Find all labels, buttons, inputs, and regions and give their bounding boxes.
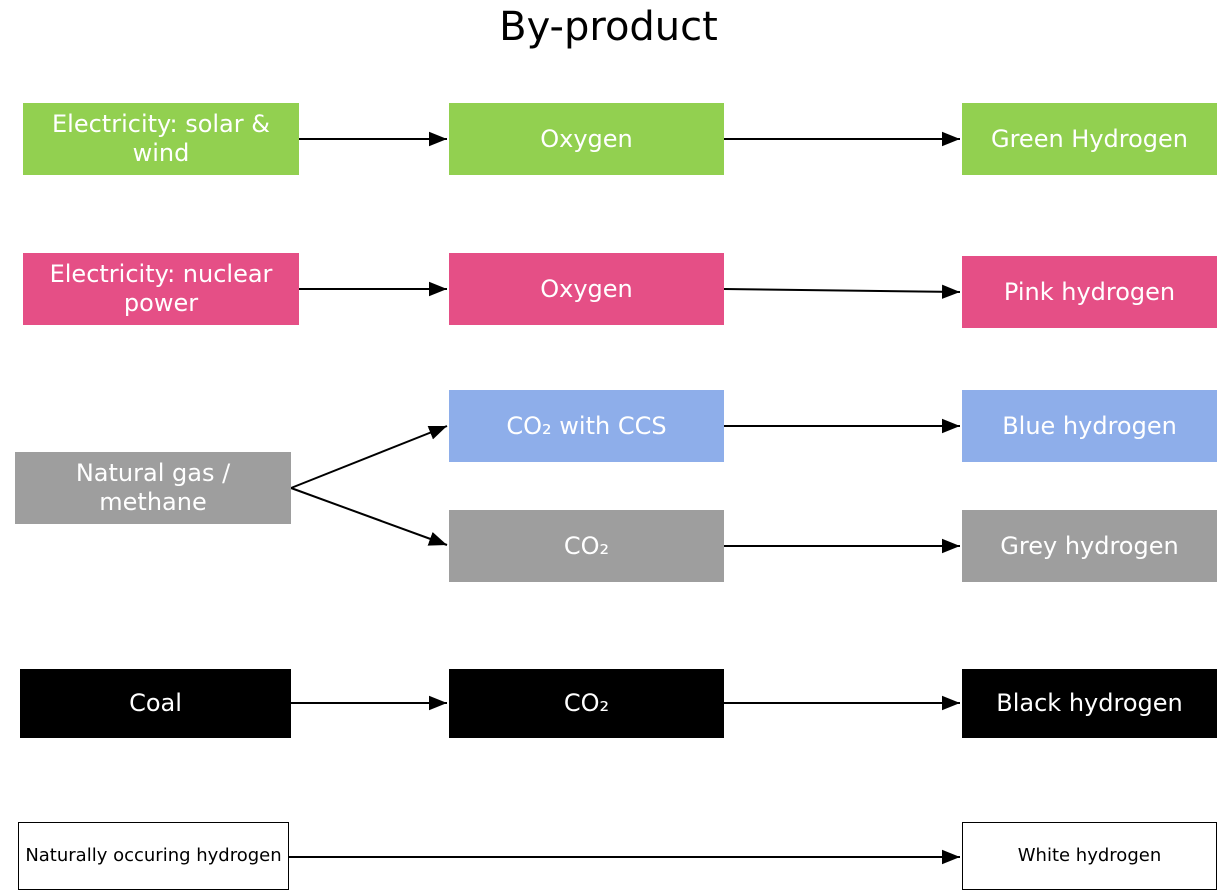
- hydrogen-box: White hydrogen: [962, 822, 1217, 890]
- byproduct-box: CO₂: [449, 510, 724, 582]
- hydrogen-box: Pink hydrogen: [962, 256, 1217, 328]
- arrow: [290, 425, 448, 489]
- source-box: Naturally occuring hydrogen: [18, 822, 289, 890]
- hydrogen-box: Green Hydrogen: [962, 103, 1217, 175]
- title: By-product: [499, 4, 718, 50]
- source-box: Electricity: solar & wind: [23, 103, 299, 175]
- byproduct-box: Oxygen: [449, 253, 724, 325]
- source-box: Natural gas / methane: [15, 452, 291, 524]
- arrow: [290, 487, 448, 546]
- hydrogen-box: Blue hydrogen: [962, 390, 1217, 462]
- byproduct-box: Oxygen: [449, 103, 724, 175]
- source-box: Electricity: nuclear power: [23, 253, 299, 325]
- hydrogen-box: Black hydrogen: [962, 669, 1217, 738]
- byproduct-box: CO₂: [449, 669, 724, 738]
- hydrogen-box: Grey hydrogen: [962, 510, 1217, 582]
- arrow: [723, 284, 961, 299]
- source-box: Coal: [20, 669, 291, 738]
- byproduct-box: CO₂ with CCS: [449, 390, 724, 462]
